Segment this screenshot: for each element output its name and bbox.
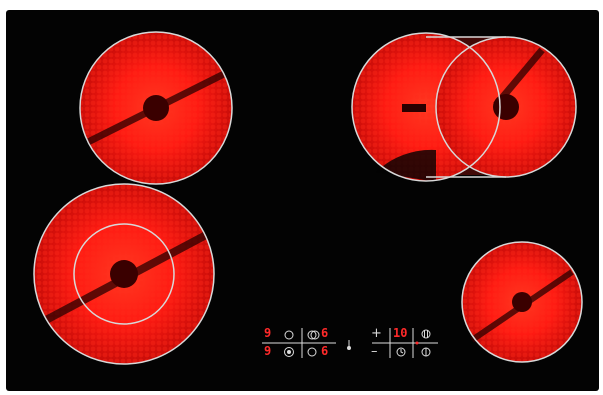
burner-bottom-left[interactable] [33,183,215,365]
level-display-top-left: 9 [264,326,272,340]
timer-indicator-dot [415,341,419,345]
cooktop-zones [33,31,583,365]
control-panel [262,328,438,358]
thermometer-icon [347,340,351,350]
power-icon[interactable] [421,329,431,339]
burner-bottom-right[interactable] [461,241,583,363]
level-display-bottom-left: 9 [264,344,272,358]
timer-display: 10 [393,326,408,340]
lock-icon[interactable] [421,347,431,357]
burner-top-right-bridge[interactable] [351,32,577,182]
circle-icon[interactable] [284,330,294,340]
minus-button[interactable]: – [371,344,378,359]
target-icon[interactable] [284,347,294,357]
clock-icon[interactable] [396,347,406,357]
double-circle-icon[interactable] [307,330,320,340]
plus-button[interactable]: + [371,326,382,341]
cooktop-glass-panel: 9 6 9 6 10 + – [6,10,599,391]
burner-top-left[interactable] [79,31,233,185]
level-display-bottom-right: 6 [321,344,329,358]
level-display-top-right: 6 [321,326,329,340]
circle-icon[interactable] [307,347,317,357]
